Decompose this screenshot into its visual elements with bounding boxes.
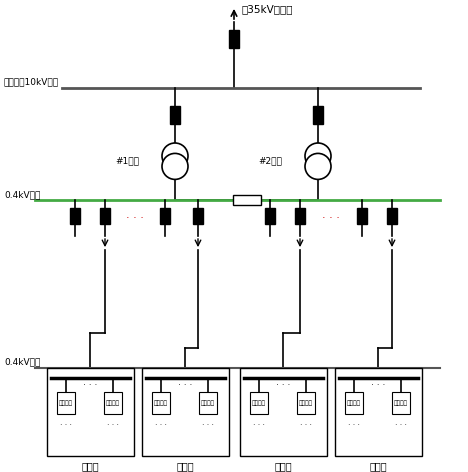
Text: 0.4kV母线: 0.4kV母线 [4,190,40,199]
Bar [345,392,363,414]
Text: · · ·: · · · [300,421,312,430]
Text: #1主变: #1主变 [115,157,139,166]
Bar [392,392,410,414]
Bar [104,392,122,414]
Text: 车间三: 车间三 [274,461,292,471]
Bar [142,368,229,456]
Bar [170,106,180,124]
Bar [193,208,203,224]
Bar [297,392,315,414]
Circle shape [162,143,188,169]
Text: · · ·: · · · [126,213,144,223]
Bar [387,208,397,224]
Bar [265,208,275,224]
Text: #2主变: #2主变 [258,157,282,166]
Text: · · ·: · · · [155,421,167,430]
Text: 逆变单元: 逆变单元 [154,400,168,406]
Text: 逆变单元: 逆变单元 [394,400,408,406]
Text: · · ·: · · · [107,421,119,430]
Text: · · ·: · · · [202,421,214,430]
Bar [240,368,327,456]
Bar [233,195,261,205]
Bar [160,208,170,224]
Text: · · ·: · · · [60,421,72,430]
Text: 逆变单元: 逆变单元 [106,400,120,406]
Bar [57,392,75,414]
Bar [250,392,268,414]
Text: 至35kV变电站: 至35kV变电站 [242,4,293,14]
Text: 逆变单元: 逆变单元 [201,400,215,406]
Text: · · ·: · · · [83,380,97,389]
Text: · · ·: · · · [371,380,385,389]
Circle shape [162,153,188,179]
Text: · · ·: · · · [276,380,290,389]
Text: · · ·: · · · [253,421,265,430]
Text: · · ·: · · · [395,421,407,430]
Text: 逆变单元: 逆变单元 [347,400,361,406]
Text: · · ·: · · · [348,421,360,430]
Bar [357,208,367,224]
Bar [70,208,80,224]
Text: 车间二: 车间二 [176,461,194,471]
Text: 车间四: 车间四 [369,461,387,471]
Bar [152,392,170,414]
Text: 车间一: 车间一 [81,461,99,471]
Text: 逆变单元: 逆变单元 [299,400,313,406]
Bar [199,392,217,414]
Bar [100,208,110,224]
Circle shape [305,153,331,179]
Text: · · ·: · · · [322,213,340,223]
Bar [335,368,422,456]
Bar [295,208,305,224]
Bar [47,368,134,456]
Circle shape [305,143,331,169]
Text: 某用户站10kV母线: 某用户站10kV母线 [4,77,59,86]
Text: 0.4kV母线: 0.4kV母线 [4,357,40,366]
Text: · · ·: · · · [178,380,192,389]
Text: 逆变单元: 逆变单元 [59,400,73,406]
Bar [313,106,323,124]
Text: 逆变单元: 逆变单元 [252,400,266,406]
Bar [229,30,239,48]
